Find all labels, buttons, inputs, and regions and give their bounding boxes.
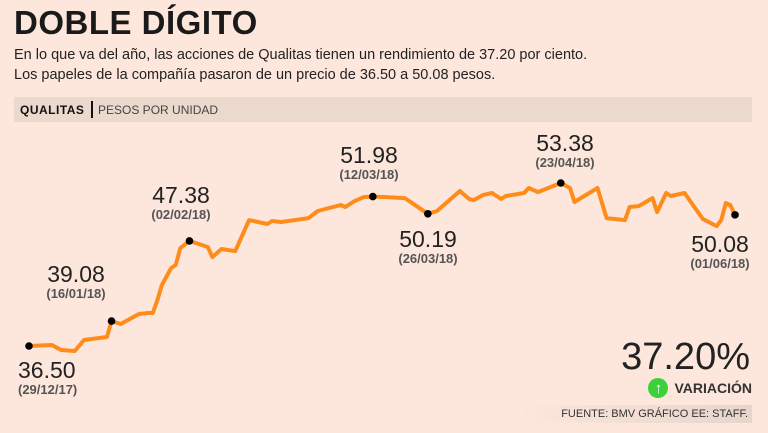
annotation-value: 50.19: [399, 226, 457, 252]
data-point-4: [424, 210, 432, 218]
data-point-2: [185, 237, 194, 245]
page-title: DOBLE DÍGITO: [14, 4, 258, 41]
data-point-5: [556, 179, 565, 187]
annotation-value: 53.38: [536, 130, 594, 156]
data-point-1: [107, 317, 116, 325]
variation-label: VARIACIÓN: [674, 380, 752, 396]
data-point-0: [25, 342, 33, 350]
chart-header-bar: QUALITAS PESOS POR UNIDAD: [14, 97, 752, 122]
unit-label: PESOS POR UNIDAD: [98, 103, 219, 117]
arrow-up-circle-icon: ↑: [648, 378, 669, 398]
variation-badge: ↑ VARIACIÓN: [648, 378, 752, 398]
subtitle-line-1: En lo que va del año, las acciones de Qu…: [14, 47, 588, 63]
source-bar: FUENTE: BMV GRÁFICO EE: STAFF.: [520, 405, 752, 423]
annotation-date: (26/03/18): [398, 251, 458, 266]
annotation-6: 50.08 (01/06/18): [665, 232, 768, 272]
data-point-6: [731, 211, 739, 219]
annotation-date: (12/03/18): [339, 167, 399, 182]
annotation-date: (29/12/17): [18, 382, 78, 397]
annotation-date: (16/01/18): [46, 286, 106, 301]
annotation-value: 50.08: [691, 231, 749, 257]
annotation-date: (23/04/18): [535, 155, 595, 170]
annotation-value: 36.50: [18, 357, 76, 383]
source-text: FUENTE: BMV GRÁFICO EE: STAFF.: [561, 408, 748, 420]
annotation-5: 53.38 (23/04/18): [510, 131, 620, 171]
annotation-value: 51.98: [340, 142, 398, 168]
annotation-1: 39.08 (16/01/18): [21, 262, 131, 302]
subtitle-line-2: Los papeles de la compañía pasaron de un…: [14, 67, 496, 83]
divider: [91, 101, 93, 118]
annotation-value: 47.38: [152, 182, 210, 208]
annotation-4: 50.19 (26/03/18): [373, 227, 483, 267]
annotation-date: (02/02/18): [151, 207, 211, 222]
annotation-0: 36.50 (29/12/17): [18, 358, 128, 398]
variation-value: 37.20%: [621, 336, 750, 378]
company-label: QUALITAS: [20, 103, 85, 117]
annotation-date: (01/06/18): [690, 256, 750, 271]
annotation-value: 39.08: [47, 261, 105, 287]
annotation-3: 51.98 (12/03/18): [314, 143, 424, 183]
annotation-2: 47.38 (02/02/18): [126, 183, 236, 223]
data-point-3: [369, 192, 377, 201]
series-line-qualitas: [27, 181, 737, 353]
